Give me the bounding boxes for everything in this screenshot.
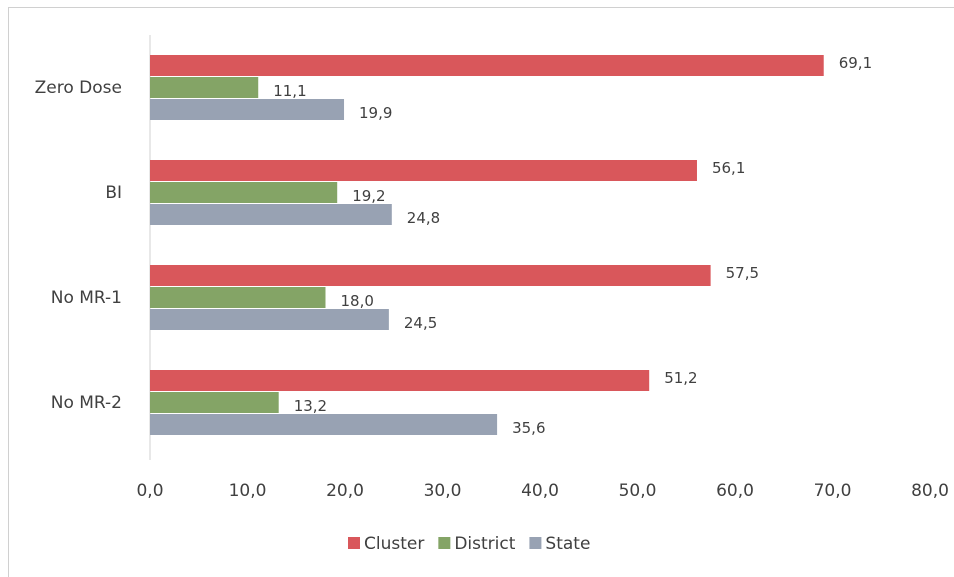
- category-label: No MR-2: [51, 393, 122, 413]
- data-label: 13,2: [294, 397, 327, 415]
- data-label: 19,2: [352, 187, 385, 205]
- x-tick-label: 50,0: [619, 481, 657, 501]
- legend-label: District: [454, 534, 515, 554]
- bar: [150, 265, 711, 286]
- legend-label: Cluster: [364, 534, 424, 554]
- chart-border: [8, 7, 954, 577]
- bar: [150, 414, 498, 435]
- data-label: 35,6: [512, 419, 545, 437]
- x-tick-label: 0,0: [136, 481, 163, 501]
- legend-swatch: [438, 537, 451, 549]
- legend-swatch: [348, 537, 360, 549]
- legend-swatch: [529, 537, 542, 549]
- category-label: No MR-1: [51, 288, 122, 308]
- bar: [150, 160, 697, 181]
- x-tick-label: 60,0: [716, 481, 754, 501]
- bar: [150, 182, 338, 203]
- category-label: BI: [105, 183, 122, 203]
- x-tick-label: 40,0: [521, 481, 559, 501]
- category-label: Zero Dose: [35, 78, 122, 98]
- data-label: 51,2: [664, 369, 697, 387]
- bar: [150, 370, 650, 391]
- bar: [150, 77, 259, 98]
- x-tick-label: 30,0: [424, 481, 462, 501]
- x-tick-label: 80,0: [911, 481, 949, 501]
- data-label: 18,0: [341, 292, 374, 310]
- bar: [150, 99, 345, 120]
- x-tick-label: 20,0: [326, 481, 364, 501]
- bar: [150, 204, 392, 225]
- bar: [150, 287, 326, 308]
- data-label: 56,1: [712, 159, 745, 177]
- data-label: 19,9: [359, 104, 392, 122]
- x-tick-label: 70,0: [814, 481, 852, 501]
- data-label: 11,1: [273, 82, 306, 100]
- data-label: 24,5: [404, 314, 437, 332]
- bar: [150, 55, 824, 76]
- bar: [150, 309, 389, 330]
- legend-label: State: [545, 534, 590, 554]
- x-tick-label: 10,0: [229, 481, 267, 501]
- data-label: 69,1: [839, 54, 872, 72]
- data-label: 24,8: [407, 209, 440, 227]
- data-label: 57,5: [726, 264, 759, 282]
- bar: [150, 392, 279, 413]
